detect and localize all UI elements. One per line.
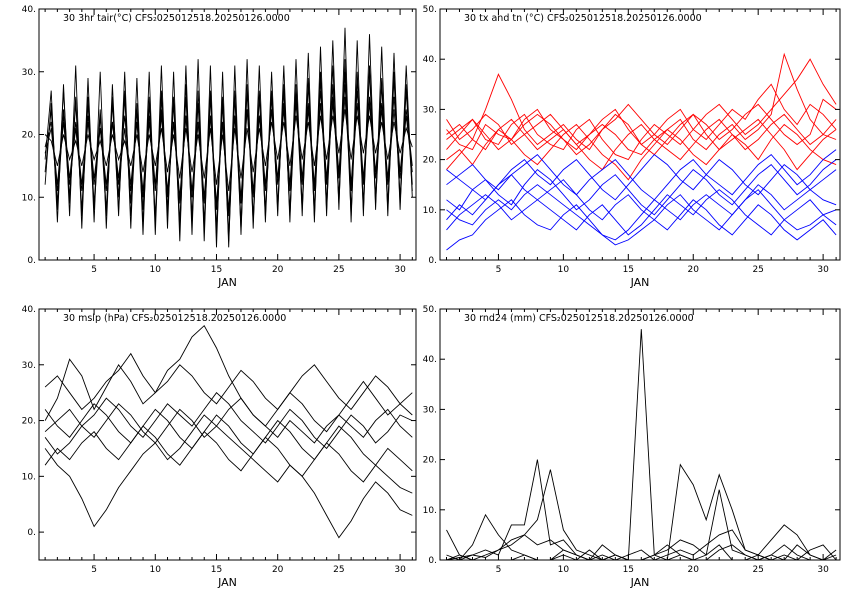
panel-tr-xtick-label: 5 xyxy=(496,265,502,275)
panel-tr-xtick-label: 30 xyxy=(817,265,829,275)
panel-tl-series-4-line xyxy=(44,71,413,242)
panel-tl-ytick-label: 20. xyxy=(22,131,36,141)
panel-bl-series-5-line xyxy=(44,425,413,494)
panel-tr-title: 30 tx and tn (°C) CFS₂025012518.20250126… xyxy=(464,13,702,24)
panel-tl-series-5-line xyxy=(44,96,413,217)
panel-br-xtick-label: 10 xyxy=(558,565,570,575)
panel-tr-xtick-label: 20 xyxy=(688,265,700,275)
panel-tr-series-1-line xyxy=(446,58,837,161)
panel-bl-series-3-line xyxy=(44,403,413,472)
panel-bl-xtick-label: 30 xyxy=(394,565,406,575)
panel-br: 0. 10. 20. 30. 40. 50. 5 10 15 20 25 30 JAN 30 rnd24 … xyxy=(423,305,841,589)
panel-br-series-0-line xyxy=(446,329,837,561)
panel-bl-frame xyxy=(38,308,417,561)
panel-tl-xtick-label: 30 xyxy=(394,265,406,275)
panel-br-ytick-label: 50. xyxy=(423,305,437,315)
panel-tl: 0. 10. 20. 30. 40. 5 10 15 20 25 30 JAN 30 3hr tair(… xyxy=(22,5,417,289)
panel-bl-series-6-line xyxy=(44,397,413,455)
panel-bl-ytick-label: 40. xyxy=(22,305,36,315)
panel-bl-series-0-line xyxy=(44,324,413,433)
panel-tl-series-3-line xyxy=(44,109,413,192)
panel-bl-series-2-line xyxy=(44,392,413,450)
panel-bl-title: 30 mslp (hPa) CFS₂025012518.20250126.000… xyxy=(63,313,286,324)
panel-tl-ytick-label: 0. xyxy=(27,256,36,266)
panel-tr-xtick-label: 15 xyxy=(623,265,634,275)
panel-tr-series-3-line xyxy=(446,113,837,171)
panel-bl-xtick-label: 5 xyxy=(91,565,97,575)
panel-tr-series-8-line xyxy=(446,159,837,216)
panel-br-xtick-label: 5 xyxy=(496,565,502,575)
panel-br-xtick-label: 20 xyxy=(688,565,700,575)
panel-bl-xtick-label: 20 xyxy=(272,565,284,575)
panel-bl-ytick-label: 30. xyxy=(22,361,36,371)
panel-tr-series-11-line xyxy=(446,184,837,241)
panel-tr: 0. 10. 20. 30. 40. 50. 5 10 15 20 25 30 JAN 30 tx and… xyxy=(423,5,841,289)
panel-tl-ytick-label: 40. xyxy=(22,5,36,15)
panel-br-ytick-label: 0. xyxy=(428,556,437,566)
panel-bl-ytick-label: 10. xyxy=(22,472,36,482)
panel-tl-ytick-label: 10. xyxy=(22,193,36,203)
panel-bl-ytick-label: 0. xyxy=(27,528,36,538)
panel-tl-xtick-label: 5 xyxy=(91,265,97,275)
panel-tl-xtick-label: 25 xyxy=(333,265,344,275)
panel-tl-xtick-label: 20 xyxy=(272,265,284,275)
panel-br-ytick-label: 30. xyxy=(423,405,437,415)
panel-tr-series-13-line xyxy=(446,179,837,241)
panel-tr-ytick-label: 30. xyxy=(423,105,437,115)
panel-tr-series-10-line xyxy=(446,149,837,201)
panel-tr-xlabel: JAN xyxy=(630,276,650,289)
panel-tr-ytick-label: 20. xyxy=(423,156,437,166)
panel-br-xlabel: JAN xyxy=(630,576,650,589)
panel-tr-series-6-line xyxy=(446,98,837,156)
panel-tl-title: 30 3hr tair(°C) CFS₂025012518.20250126.0… xyxy=(63,13,290,24)
panel-br-title: 30 rnd24 (mm) CFS₂025012518.20250126.000… xyxy=(464,313,694,324)
panel-tr-xtick-label: 10 xyxy=(558,265,570,275)
panel-bl: 0. 10. 20. 30. 40. 5 10 15 20 25 30 JAN 30 mslp (hPa… xyxy=(22,305,417,589)
panel-bl-xlabel: JAN xyxy=(217,576,237,589)
panel-tr-frame xyxy=(439,8,841,261)
panel-tl-series-2-line xyxy=(44,27,413,248)
panel-bl-series-1-line xyxy=(44,414,413,539)
panel-tr-ytick-label: 40. xyxy=(423,55,437,65)
panel-tl-xtick-label: 15 xyxy=(211,265,222,275)
panel-br-ytick-label: 40. xyxy=(423,355,437,365)
panel-tr-series-7-line xyxy=(446,189,837,251)
panel-br-series-2-line xyxy=(446,513,837,561)
panel-br-series-1-line xyxy=(446,469,837,561)
panel-br-frame xyxy=(439,308,841,561)
panel-bl-ytick-label: 20. xyxy=(22,417,36,427)
panel-bl-xtick-label: 10 xyxy=(150,565,162,575)
panel-bl-xtick-label: 15 xyxy=(211,565,222,575)
panel-tr-xtick-label: 25 xyxy=(752,265,763,275)
panel-bl-xtick-label: 25 xyxy=(333,565,344,575)
panel-tr-ytick-label: 10. xyxy=(423,206,437,216)
panel-br-ytick-label: 20. xyxy=(423,456,437,466)
panel-tr-ytick-label: 50. xyxy=(423,5,437,15)
panel-tl-xtick-label: 10 xyxy=(150,265,162,275)
panel-tr-series-4-line xyxy=(446,108,837,171)
panel-br-xtick-label: 25 xyxy=(752,565,763,575)
panel-bl-series-4-line xyxy=(44,352,413,416)
panel-tl-ytick-label: 30. xyxy=(22,68,36,78)
panel-tr-series-12-line xyxy=(446,153,837,201)
panel-br-xtick-label: 30 xyxy=(817,565,829,575)
panel-br-xtick-label: 15 xyxy=(623,565,634,575)
panel-tr-ytick-label: 0. xyxy=(428,256,437,266)
panel-tl-xlabel: JAN xyxy=(217,276,237,289)
panel-br-ytick-label: 10. xyxy=(423,506,437,516)
